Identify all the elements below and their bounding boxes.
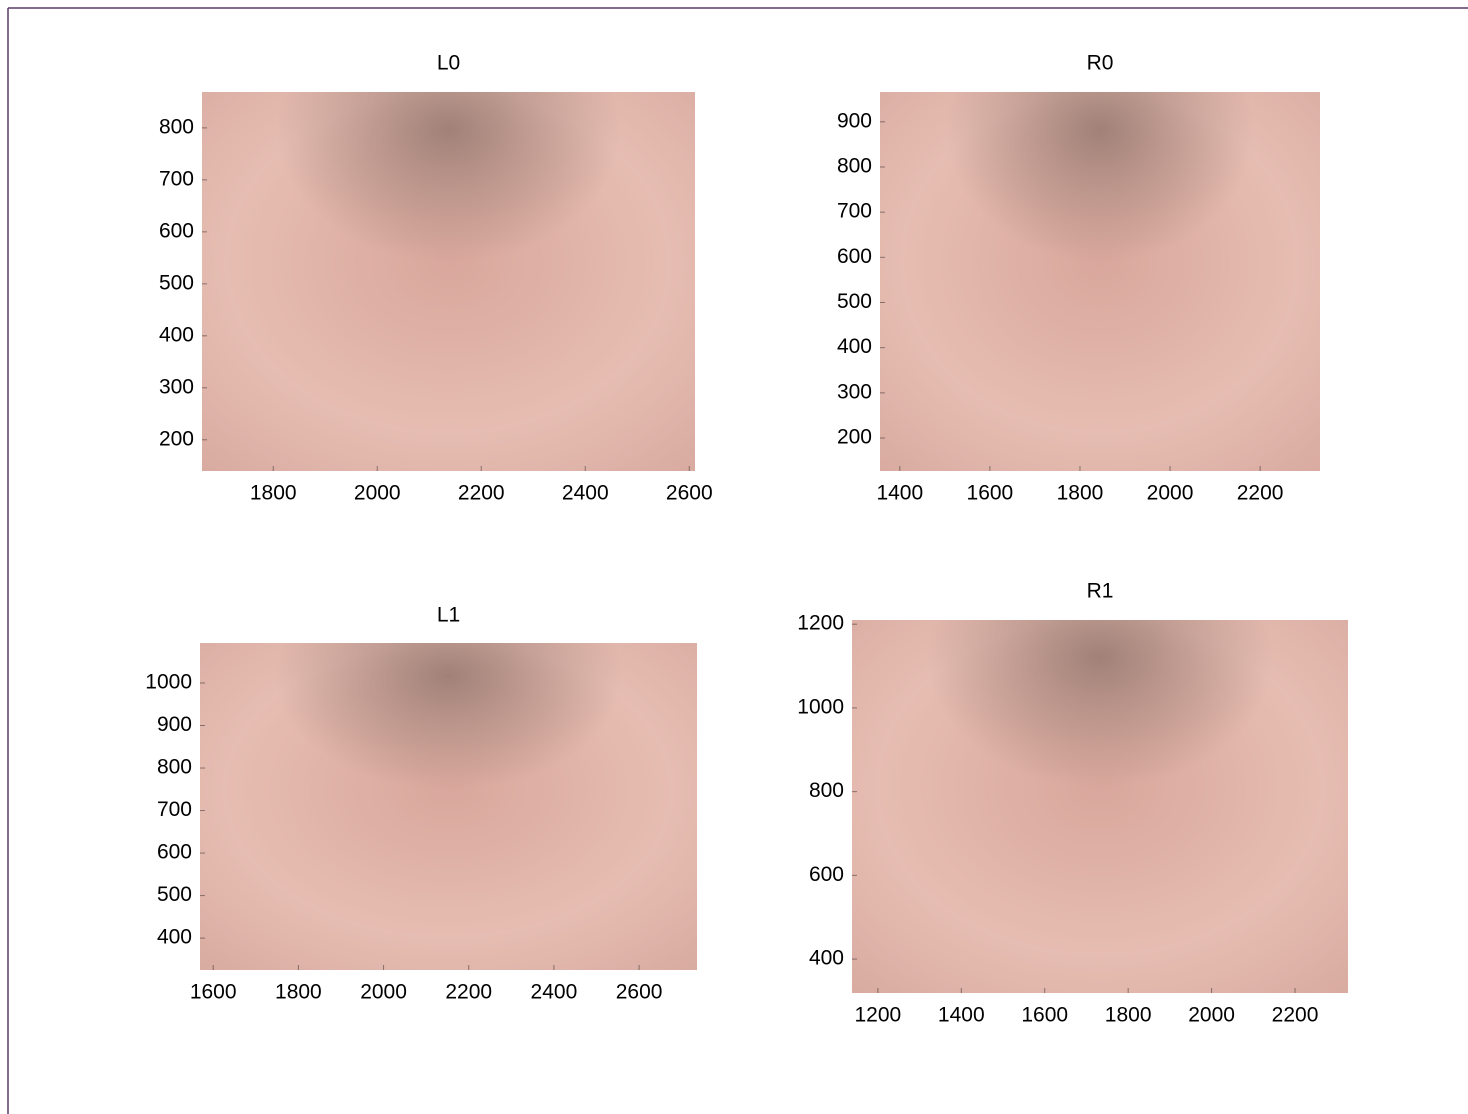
x-tick-label: 2400 (531, 981, 578, 1004)
x-tick-label: 1800 (1057, 482, 1104, 505)
panel-title: R1 (1087, 580, 1114, 603)
y-tick-label: 700 (837, 200, 872, 223)
photo-shade (200, 643, 697, 970)
y-tick-label: 900 (157, 713, 192, 736)
x-tick-label: 1600 (190, 981, 237, 1004)
x-tick-label: 2000 (360, 981, 407, 1004)
y-tick-label: 300 (837, 380, 872, 403)
photo-shade (852, 620, 1348, 993)
panel-title: L0 (437, 52, 460, 75)
x-tick-label: 1200 (855, 1004, 902, 1027)
y-tick-label: 400 (157, 926, 192, 949)
x-tick-label: 1800 (275, 981, 322, 1004)
x-tick-label: 2000 (1147, 482, 1194, 505)
y-tick-label: 400 (809, 947, 844, 970)
x-tick-label: 2600 (666, 482, 713, 505)
x-tick-label: 1400 (876, 482, 923, 505)
x-tick-label: 2200 (445, 981, 492, 1004)
y-tick-label: 600 (159, 219, 194, 242)
panel-title: R0 (1087, 52, 1114, 75)
x-tick-label: 2400 (562, 482, 609, 505)
y-tick-label: 200 (837, 426, 872, 449)
x-tick-label: 2000 (354, 482, 401, 505)
y-tick-label: 700 (157, 798, 192, 821)
figure: L0 1800 2000 2200 2400 2600 200 300 400 500 600 700… (0, 0, 1468, 1114)
x-tick-label: 2000 (1188, 1004, 1235, 1027)
photo-shade (880, 92, 1320, 471)
x-tick-label: 1400 (938, 1004, 985, 1027)
y-tick-label: 500 (837, 290, 872, 313)
y-tick-label: 700 (159, 167, 194, 190)
x-tick-label: 2200 (1237, 482, 1284, 505)
y-tick-label: 600 (837, 245, 872, 268)
x-tick-label: 2200 (1272, 1004, 1319, 1027)
y-tick-label: 900 (837, 109, 872, 132)
y-tick-label: 600 (809, 863, 844, 886)
x-tick-label: 2600 (616, 981, 663, 1004)
y-tick-label: 600 (157, 841, 192, 864)
y-tick-label: 1200 (797, 612, 844, 635)
photo-shade (202, 92, 695, 471)
x-tick-label: 1800 (1105, 1004, 1152, 1027)
y-tick-label: 300 (159, 375, 194, 398)
y-tick-label: 500 (159, 271, 194, 294)
y-tick-label: 500 (157, 883, 192, 906)
y-tick-label: 400 (159, 323, 194, 346)
y-tick-label: 1000 (145, 671, 192, 694)
x-tick-label: 1800 (250, 482, 297, 505)
y-tick-label: 200 (159, 427, 194, 450)
y-tick-label: 800 (159, 115, 194, 138)
panel-title: L1 (437, 604, 460, 627)
x-tick-label: 2200 (458, 482, 505, 505)
y-tick-label: 800 (837, 155, 872, 178)
x-tick-label: 1600 (1021, 1004, 1068, 1027)
x-tick-label: 1600 (967, 482, 1014, 505)
y-tick-label: 400 (837, 335, 872, 358)
y-tick-label: 800 (157, 756, 192, 779)
y-tick-label: 1000 (797, 695, 844, 718)
y-tick-label: 800 (809, 779, 844, 802)
